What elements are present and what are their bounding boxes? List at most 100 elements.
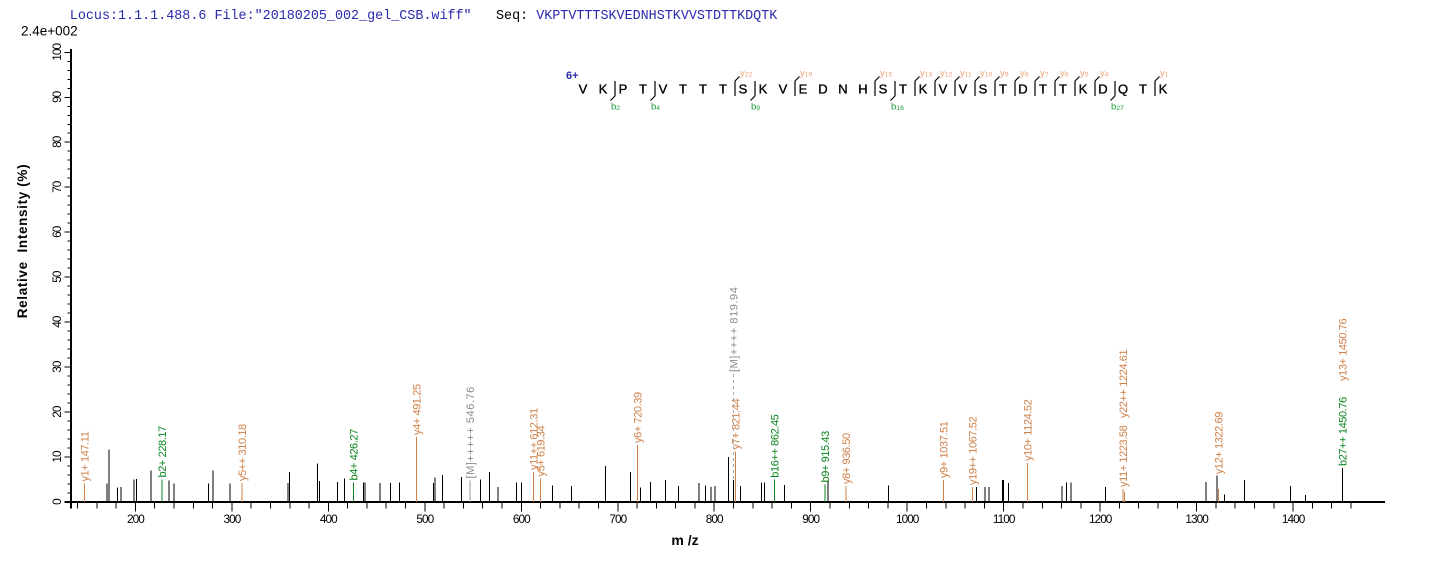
svg-text:T: T: [679, 82, 687, 97]
svg-text:400: 400: [320, 512, 338, 526]
svg-text:500: 500: [416, 512, 434, 526]
svg-text:b4: b4: [651, 102, 660, 113]
svg-text:y8+ 936.50: y8+ 936.50: [841, 433, 853, 484]
svg-text:b27: b27: [1111, 102, 1124, 113]
svg-text:D: D: [818, 82, 827, 97]
svg-text:y1+ 147.11: y1+ 147.11: [79, 431, 91, 481]
svg-text:Q: Q: [1118, 82, 1128, 97]
svg-text:V: V: [659, 82, 668, 97]
svg-text:y7+ 821.44: y7+ 821.44: [730, 398, 742, 449]
svg-text:D: D: [1018, 82, 1027, 97]
svg-text:b2+ 228.17: b2+ 228.17: [157, 426, 169, 478]
svg-text:y19: y19: [800, 68, 813, 79]
svg-text:80: 80: [50, 135, 64, 148]
svg-text:y11+ 1223.58: y11+ 1223.58: [1118, 425, 1130, 487]
svg-text:50: 50: [50, 270, 64, 283]
svg-text:b16: b16: [891, 102, 904, 113]
svg-text:T: T: [1039, 82, 1047, 97]
svg-text:y9: y9: [1000, 68, 1009, 79]
svg-text:T: T: [1059, 82, 1067, 97]
svg-text:T: T: [639, 82, 647, 97]
svg-text:E: E: [799, 82, 808, 97]
svg-text:100: 100: [50, 43, 64, 61]
svg-text:90: 90: [50, 90, 64, 103]
svg-text:T: T: [1139, 82, 1147, 97]
svg-text:6+: 6+: [566, 70, 579, 82]
svg-text:V: V: [579, 82, 588, 97]
svg-text:S: S: [739, 82, 748, 97]
svg-text:T: T: [719, 82, 727, 97]
svg-text:N: N: [838, 82, 847, 97]
svg-text:y12: y12: [940, 68, 953, 79]
svg-text:S: S: [979, 82, 988, 97]
svg-text:y22++ 1224.61: y22++ 1224.61: [1118, 350, 1130, 418]
svg-text:60: 60: [50, 225, 64, 238]
svg-text:K: K: [919, 82, 928, 97]
svg-text:800: 800: [706, 512, 724, 526]
svg-text:y4+ 491.25: y4+ 491.25: [411, 384, 423, 435]
svg-text:y10+ 1124.52: y10+ 1124.52: [1022, 399, 1034, 461]
svg-text:y12+ 1322.69: y12+ 1322.69: [1213, 412, 1225, 474]
svg-text:b27++ 1450.76: b27++ 1450.76: [1337, 397, 1349, 466]
svg-text:K: K: [599, 82, 608, 97]
svg-text:y13+ 1450.76: y13+ 1450.76: [1337, 319, 1349, 381]
svg-text:T: T: [899, 82, 907, 97]
svg-text:H: H: [858, 82, 867, 97]
svg-text:Locus:1.1.1.488.6 File:"201802: Locus:1.1.1.488.6 File:"20180205_002_gel…: [70, 9, 472, 24]
svg-text:y5++ 310.18: y5++ 310.18: [237, 424, 249, 481]
svg-text:y7: y7: [1040, 68, 1049, 79]
svg-text:b16++ 862.45: b16++ 862.45: [770, 414, 782, 477]
svg-text:K: K: [759, 82, 768, 97]
svg-text:y11: y11: [960, 68, 972, 79]
svg-text:1300: 1300: [1185, 512, 1209, 526]
svg-text:700: 700: [609, 512, 627, 526]
svg-text:900: 900: [802, 512, 820, 526]
svg-text:30: 30: [50, 360, 64, 373]
svg-text:y4: y4: [1100, 68, 1109, 79]
svg-text:K: K: [1159, 82, 1168, 97]
svg-text:y6+ 720.39: y6+ 720.39: [632, 392, 644, 443]
svg-text:P: P: [619, 82, 628, 97]
svg-text:V: V: [779, 82, 788, 97]
svg-text:T: T: [699, 82, 707, 97]
svg-text:200: 200: [127, 512, 145, 526]
svg-text:Relative Intensity (%): Relative Intensity (%): [15, 164, 30, 319]
svg-text:20: 20: [50, 405, 64, 418]
svg-text:b4+ 426.27: b4+ 426.27: [349, 429, 361, 481]
svg-text:y5+ 619.34: y5+ 619.34: [535, 425, 547, 476]
svg-text:1400: 1400: [1282, 512, 1306, 526]
svg-text:K: K: [1079, 82, 1088, 97]
svg-text:y15: y15: [880, 68, 893, 79]
svg-text:V: V: [959, 82, 968, 97]
svg-text:0: 0: [50, 498, 64, 505]
svg-text:600: 600: [513, 512, 531, 526]
svg-text:y13: y13: [920, 68, 933, 79]
svg-text:1200: 1200: [1089, 512, 1113, 526]
svg-text:y22: y22: [740, 68, 753, 79]
svg-text:y8: y8: [1020, 68, 1029, 79]
svg-text:2.4e+002: 2.4e+002: [21, 24, 78, 39]
svg-text:y11++ 612.31: y11++ 612.31: [529, 408, 541, 470]
svg-text:1100: 1100: [993, 512, 1016, 526]
svg-text:y5: y5: [1080, 68, 1089, 79]
svg-text:T: T: [999, 82, 1007, 97]
svg-text:S: S: [879, 82, 888, 97]
svg-text:b9: b9: [751, 102, 760, 113]
svg-text:b9+ 915.43: b9+ 915.43: [820, 431, 832, 483]
svg-text:y10: y10: [980, 68, 993, 79]
svg-text:VKPTVTTTSKVEDNHSTKVVSTDTTKDQTK: VKPTVTTTSKVEDNHSTKVVSTDTTKDQTK: [536, 9, 778, 24]
svg-text:Seq:: Seq:: [496, 9, 528, 24]
svg-text:b2: b2: [611, 102, 620, 113]
svg-text:m /z: m /z: [671, 532, 698, 548]
svg-text:y9+ 1037.51: y9+ 1037.51: [939, 421, 951, 478]
svg-text:40: 40: [50, 315, 64, 328]
svg-text:10: 10: [50, 450, 64, 463]
svg-text:[M]+++++ 546.76: [M]+++++ 546.76: [465, 386, 477, 478]
svg-text:300: 300: [223, 512, 241, 526]
svg-text:[M]++++ 819.94: [M]++++ 819.94: [729, 287, 741, 372]
svg-text:70: 70: [50, 180, 64, 193]
svg-text:V: V: [939, 82, 948, 97]
svg-text:y19++ 1067.52: y19++ 1067.52: [967, 417, 979, 485]
svg-text:1000: 1000: [896, 512, 920, 526]
svg-text:y6: y6: [1060, 68, 1069, 79]
